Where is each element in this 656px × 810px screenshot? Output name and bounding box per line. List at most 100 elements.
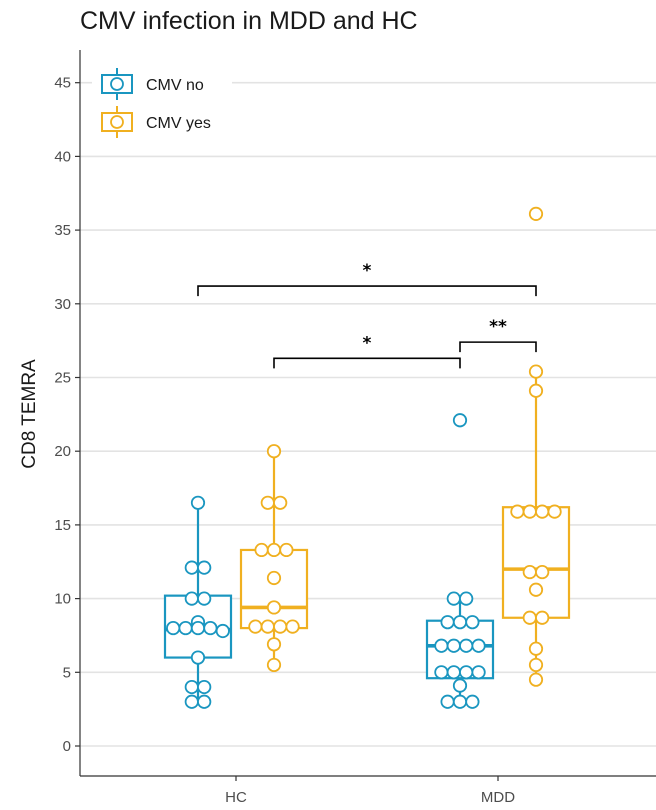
data-point xyxy=(528,206,544,221)
y-axis-title: CD8 TEMRA xyxy=(19,359,40,469)
x-tick-label: MDD xyxy=(481,789,515,806)
data-point xyxy=(459,638,474,653)
data-point xyxy=(285,619,300,634)
data-point xyxy=(452,413,468,428)
data-point xyxy=(197,591,212,606)
data-point xyxy=(190,495,206,510)
y-tick-label: 25 xyxy=(54,370,71,387)
y-tick-label: 30 xyxy=(54,296,71,313)
bracket-line xyxy=(197,285,537,297)
data-point xyxy=(547,504,562,519)
data-point xyxy=(535,610,550,625)
significance-label: ** xyxy=(489,317,507,337)
y-tick-label: 45 xyxy=(54,75,71,92)
y-tick-label: 0 xyxy=(63,738,71,755)
data-point xyxy=(440,694,455,709)
data-point xyxy=(522,564,537,580)
data-point xyxy=(522,610,537,625)
data-point xyxy=(279,542,294,558)
data-point xyxy=(184,560,199,575)
data-point xyxy=(510,504,525,519)
bracket-line xyxy=(459,341,537,353)
legend-item-cmv-no: CMV no xyxy=(101,68,204,100)
data-point xyxy=(190,620,206,636)
data-point xyxy=(266,657,282,673)
box-body xyxy=(239,548,309,630)
data-point xyxy=(273,495,288,510)
data-point xyxy=(166,620,181,636)
data-point xyxy=(266,444,282,459)
data-point xyxy=(459,665,474,680)
data-point xyxy=(254,542,269,558)
data-point xyxy=(434,638,449,653)
data-point xyxy=(465,694,480,709)
legend-item-cmv-yes: CMV yes xyxy=(101,106,211,138)
data-point xyxy=(266,542,282,558)
data-point xyxy=(528,383,544,398)
legend: CMV no CMV yes xyxy=(92,62,232,146)
data-point xyxy=(528,364,544,379)
data-point xyxy=(203,620,218,636)
data-point xyxy=(197,679,212,695)
box-series xyxy=(163,371,571,702)
data-point xyxy=(184,679,199,695)
data-point xyxy=(528,641,544,656)
legend-point-icon xyxy=(110,77,124,91)
data-point xyxy=(452,678,468,693)
data-point xyxy=(266,637,282,652)
significance-bracket: ** xyxy=(459,317,537,353)
significance-brackets: **** xyxy=(197,261,537,369)
legend-label: CMV yes xyxy=(146,115,211,132)
data-points xyxy=(166,206,562,709)
data-point xyxy=(446,591,461,606)
box-cmv-yes-hc xyxy=(239,451,309,665)
box-body xyxy=(501,506,571,619)
box-cmv-yes-mdd xyxy=(501,371,571,680)
y-tick-label: 35 xyxy=(54,222,71,239)
significance-bracket: * xyxy=(197,261,537,297)
data-point xyxy=(266,600,282,615)
y-tick-label: 15 xyxy=(54,517,71,534)
data-point xyxy=(197,560,212,575)
bracket-line xyxy=(273,357,461,369)
data-point xyxy=(440,615,455,630)
chart-title: CMV infection in MDD and HC xyxy=(80,7,418,35)
data-point xyxy=(273,619,288,634)
data-point xyxy=(190,650,206,665)
data-point xyxy=(184,694,199,709)
data-point xyxy=(452,615,468,630)
data-point xyxy=(446,638,461,653)
data-point xyxy=(465,615,480,630)
legend-point-icon xyxy=(110,115,124,129)
data-point xyxy=(266,570,282,586)
data-point xyxy=(452,694,468,709)
data-point xyxy=(434,665,449,680)
y-tick-label: 40 xyxy=(54,148,71,165)
data-point xyxy=(248,619,263,634)
data-point xyxy=(535,564,550,580)
data-point xyxy=(184,591,199,606)
data-point xyxy=(528,672,544,687)
significance-bracket: * xyxy=(273,333,461,369)
data-point xyxy=(260,619,275,634)
data-point xyxy=(459,591,474,606)
x-tick-label: HC xyxy=(225,789,247,806)
y-tick-label: 10 xyxy=(54,591,71,608)
data-point xyxy=(528,582,544,597)
y-tick-label: 5 xyxy=(63,664,71,681)
data-point xyxy=(535,504,550,519)
significance-label: * xyxy=(363,333,372,353)
data-point xyxy=(197,694,212,709)
data-point xyxy=(471,638,486,653)
data-point xyxy=(260,495,275,510)
data-point xyxy=(215,623,230,639)
data-point xyxy=(178,620,193,636)
axes: 0 5 10 15 20 25 30 35 40 45 HC MDD xyxy=(54,50,656,806)
data-point xyxy=(528,657,544,673)
data-point xyxy=(522,504,537,519)
significance-label: * xyxy=(363,261,372,281)
legend-label: CMV no xyxy=(146,77,204,94)
data-point xyxy=(446,665,461,680)
y-tick-label: 20 xyxy=(54,443,71,460)
